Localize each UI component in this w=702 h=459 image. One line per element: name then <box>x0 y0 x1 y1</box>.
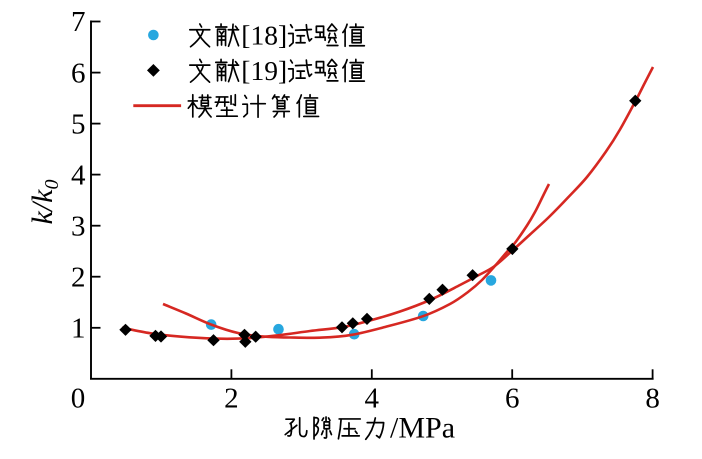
svg-text:8: 8 <box>645 383 660 415</box>
svg-text:/MPa: /MPa <box>390 412 455 445</box>
svg-text:6: 6 <box>71 57 86 89</box>
svg-text:4: 4 <box>365 383 380 415</box>
svg-text:5: 5 <box>71 108 86 140</box>
svg-text:6: 6 <box>505 383 520 415</box>
svg-text:2: 2 <box>71 261 86 293</box>
svg-text:[19]: [19] <box>241 55 287 86</box>
svg-text:[18]: [18] <box>241 19 287 50</box>
svg-text:4: 4 <box>71 159 86 191</box>
svg-text:2: 2 <box>224 383 239 415</box>
svg-text:1: 1 <box>71 313 86 345</box>
svg-text:3: 3 <box>71 210 86 242</box>
svg-text:7: 7 <box>71 6 86 38</box>
svg-text:0: 0 <box>71 383 86 415</box>
